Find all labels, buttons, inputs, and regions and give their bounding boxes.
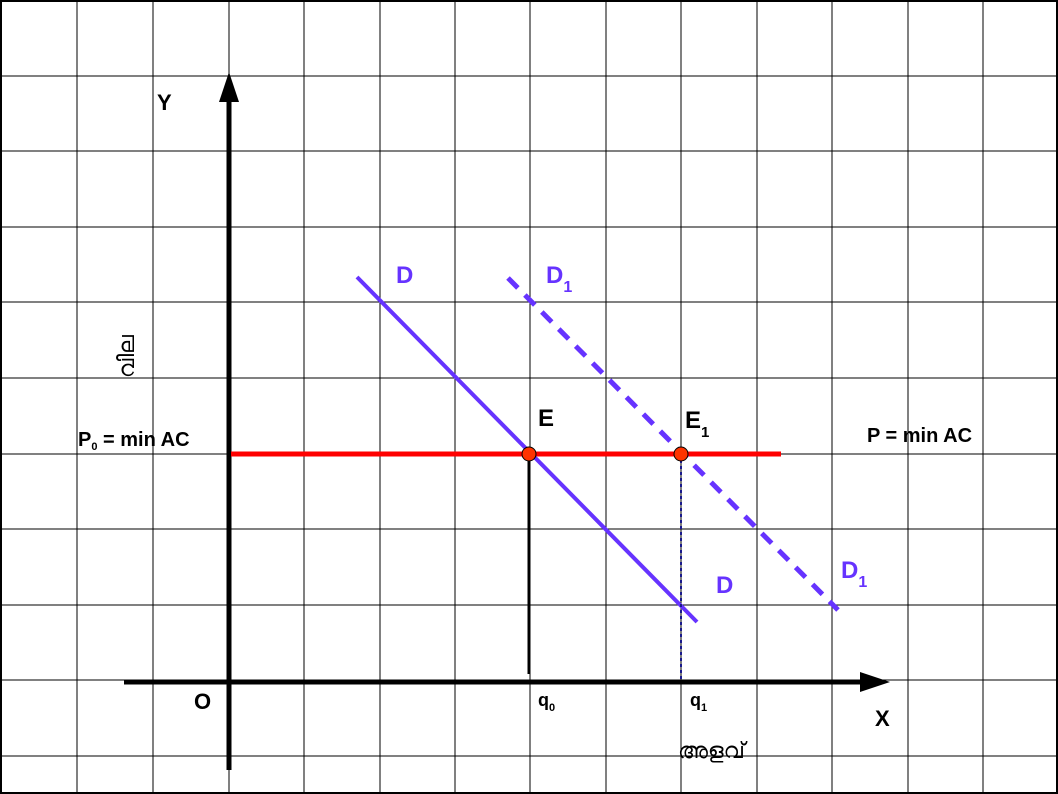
- q0-label-main: q: [538, 690, 549, 710]
- price-label-left-main: P: [78, 429, 91, 451]
- price-label-left-sub: 0: [91, 441, 97, 453]
- d1-label-top-sub: 1: [563, 279, 572, 296]
- d-label-bottom: D: [716, 572, 733, 599]
- e1-label-sub: 1: [701, 424, 709, 441]
- origin-label: O: [194, 689, 211, 714]
- y-axis-title: വില: [115, 335, 140, 378]
- q1-label: q1: [690, 690, 707, 714]
- x-axis-arrow: [860, 672, 890, 692]
- d1-label-bottom: D1: [841, 557, 867, 591]
- d1-label-bottom-main: D: [841, 557, 858, 584]
- q1-label-sub: 1: [701, 702, 707, 714]
- x-axis-label: X: [875, 706, 890, 731]
- d1-label-top-main: D: [546, 262, 563, 289]
- d1-label-top: D1: [546, 262, 572, 296]
- y-axis-label: Y: [157, 90, 172, 115]
- q1-label-main: q: [690, 690, 701, 710]
- d-label-top: D: [396, 262, 413, 289]
- q0-label-sub: 0: [549, 702, 555, 714]
- e-label: E: [538, 405, 554, 432]
- demand-curve-d1: [506, 276, 840, 612]
- price-label-left-rest: = min AC: [97, 429, 189, 451]
- price-label-left: P0 = min AC: [78, 429, 190, 453]
- equilibrium-point-e1: [673, 446, 689, 462]
- d1-label-bottom-sub: 1: [858, 574, 867, 591]
- x-axis-title: അളവ്: [678, 739, 748, 764]
- price-label-right: P = min AC: [867, 425, 972, 447]
- q0-label: q0: [538, 690, 555, 714]
- y-axis-arrow: [219, 72, 239, 102]
- equilibrium-point-e: [521, 446, 537, 462]
- e1-label: E1: [685, 407, 709, 441]
- e1-label-main: E: [685, 407, 701, 434]
